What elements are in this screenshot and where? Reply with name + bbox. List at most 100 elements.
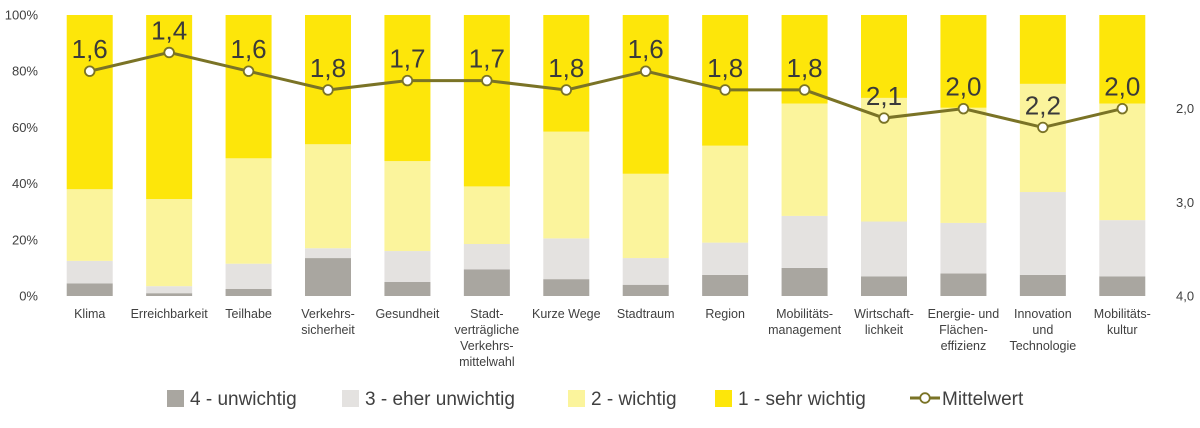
- bar-segment: [1099, 220, 1146, 277]
- category-label-line: Innovation: [1014, 307, 1072, 321]
- bar-segment: [66, 15, 113, 190]
- legend-label: 2 - wichtig: [591, 389, 677, 410]
- bar-segment: [225, 15, 272, 159]
- category-label: Mobilitäts-kultur: [1094, 307, 1151, 337]
- bar-segment: [1019, 83, 1066, 193]
- category-label-line: Gesundheit: [375, 307, 439, 321]
- category-label-line: verträgliche: [455, 323, 520, 337]
- bar-segment: [702, 274, 749, 296]
- category-label-line: Region: [705, 307, 745, 321]
- category-label-line: Verkehrs-: [460, 339, 514, 353]
- mean-value-label: 1,6: [72, 34, 108, 64]
- mean-point: [481, 74, 493, 87]
- mean-line: [84, 46, 1128, 134]
- left-tick-label: 60%: [12, 120, 38, 135]
- bar-segment: [702, 15, 749, 146]
- bar-segment: [66, 189, 113, 261]
- category-label-line: management: [768, 323, 841, 337]
- mean-point: [401, 74, 414, 87]
- bar-segment: [543, 279, 590, 296]
- category-label-line: Mobilitäts-: [776, 307, 833, 321]
- category-label-line: Technologie: [1009, 339, 1076, 353]
- category-label-line: sicherheit: [301, 323, 355, 337]
- category-label-line: Stadt-: [470, 307, 503, 321]
- bar-segment: [463, 244, 510, 270]
- mean-value-label: 1,7: [469, 44, 505, 74]
- bar-segment: [305, 15, 351, 145]
- bar-segment: [940, 222, 987, 274]
- category-label: Wirtschaft-lichkeit: [854, 307, 914, 337]
- left-tick-label: 100%: [5, 8, 39, 23]
- bar-segment: [781, 103, 828, 216]
- mean-point: [719, 84, 731, 96]
- mean-value-label: 1,6: [628, 34, 664, 64]
- mean-value-label: 2,0: [1104, 72, 1140, 102]
- mean-point: [878, 112, 890, 124]
- bar-segment: [861, 15, 907, 98]
- legend-swatch: [568, 390, 585, 407]
- mean-point: [560, 84, 572, 96]
- bar-segment: [305, 144, 351, 249]
- left-tick-label: 40%: [12, 176, 38, 191]
- bar-segment: [781, 215, 828, 268]
- category-label-line: Wirtschaft-: [854, 307, 914, 321]
- mean-point: [163, 46, 175, 59]
- bar-segment: [1019, 192, 1066, 275]
- legend-label: 1 - sehr wichtig: [738, 389, 866, 410]
- category-label: Klima: [74, 307, 105, 321]
- category-label-line: Kurze Wege: [532, 307, 601, 321]
- bar-segment: [543, 131, 590, 239]
- mean-value-label: 1,7: [389, 44, 425, 74]
- legend-label: 3 - eher unwichtig: [365, 389, 515, 410]
- bars: [66, 15, 1146, 296]
- bar-segment: [384, 15, 431, 162]
- right-tick-label: 4,0: [1176, 289, 1194, 304]
- mean-value-label: 2,0: [945, 72, 981, 102]
- left-tick-label: 20%: [12, 232, 38, 247]
- mean-value-label: 1,8: [548, 53, 584, 83]
- legend-label: 4 - unwichtig: [190, 389, 297, 410]
- mean-value-label: 2,1: [866, 81, 902, 111]
- bar-segment: [66, 283, 113, 296]
- bar-segment: [940, 15, 987, 108]
- bar-segment: [1099, 15, 1146, 104]
- category-label-line: Flächen-: [939, 323, 988, 337]
- mean-value-label: 1,4: [151, 15, 187, 45]
- bar-segment: [305, 248, 351, 259]
- mean-point: [1116, 102, 1128, 115]
- mean-point: [798, 84, 811, 96]
- bar-segment: [146, 293, 193, 296]
- category-label-line: Klima: [74, 307, 105, 321]
- mean-value-label: 1,8: [786, 53, 822, 83]
- bar-segment: [1099, 103, 1146, 221]
- left-axis: 0% 20% 40% 60% 80% 100%: [5, 8, 39, 304]
- bar-segment: [225, 263, 272, 289]
- mean-point: [84, 65, 96, 77]
- mean-point: [322, 84, 334, 96]
- bar-segment: [146, 15, 193, 200]
- mean-point: [242, 65, 255, 77]
- left-tick-label: 80%: [12, 64, 38, 79]
- category-label-line: kultur: [1107, 323, 1138, 337]
- bar-segment: [622, 15, 669, 174]
- bar-segment: [305, 258, 351, 296]
- mean-point: [1037, 121, 1049, 134]
- bar-segment: [146, 199, 193, 287]
- right-axis: 2,0 3,0 4,0: [1176, 101, 1194, 303]
- bar-segment: [463, 269, 510, 296]
- legend: 4 - unwichtig 3 - eher unwichtig 2 - wicht…: [167, 389, 1024, 410]
- bar-segment: [384, 161, 431, 252]
- category-label: Kurze Wege: [532, 307, 601, 321]
- mean-labels: 1,6 1,4 1,6 1,8 1,7 1,7 1,8 1,6 1,8 1,8 2,1 2,0 2,2 2…: [72, 15, 1141, 120]
- category-label-line: Verkehrs-: [301, 307, 355, 321]
- category-label: Erreichbarkeit: [131, 307, 209, 321]
- bar-segment: [702, 242, 749, 275]
- bar-segment: [543, 15, 590, 132]
- bar-segment: [861, 221, 907, 277]
- category-label: Mobilitäts-management: [768, 307, 841, 337]
- category-label-line: Mobilitäts-: [1094, 307, 1151, 321]
- bar-segment: [384, 251, 431, 282]
- category-label: Stadt-verträgliche Verkehrs-mittelwahl: [455, 307, 520, 369]
